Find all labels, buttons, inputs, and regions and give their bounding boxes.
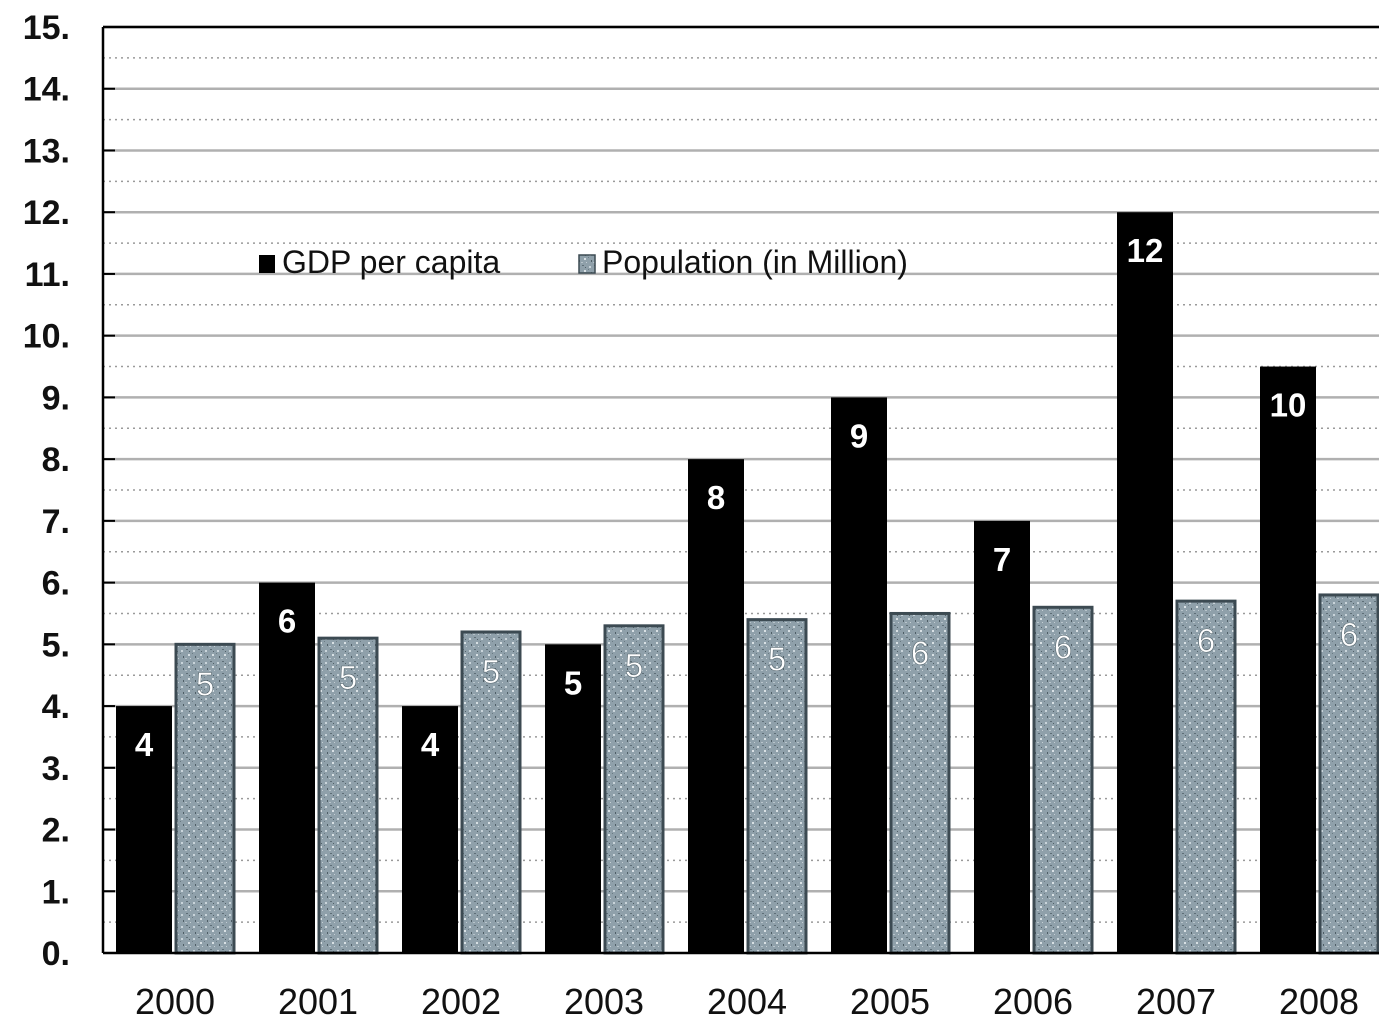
x-tick-label: 2005 [850,981,930,1019]
x-tick-label: 2006 [993,981,1073,1019]
bar-gdp [545,644,601,953]
y-tick-label: 10. [23,318,70,356]
x-tick-label: 2004 [707,981,787,1019]
legend-swatch-gdp [259,255,275,273]
x-tick-label: 2001 [278,981,358,1019]
x-tick-label: 2000 [135,981,215,1019]
legend: GDP per capita Population (in Million) [259,244,908,280]
bar-population [174,642,236,955]
data-label-gdp: 8 [707,479,725,516]
data-label-population: 5 [768,641,786,678]
bar-gdp [688,459,744,953]
bar-gdp [402,706,458,953]
data-label-gdp: 4 [421,726,440,763]
data-label-population: 5 [339,659,357,696]
y-tick-label: 0. [42,935,70,973]
bar-gdp [1117,212,1173,953]
x-tick-label: 2007 [1136,981,1216,1019]
y-tick-label: 12. [23,194,70,232]
data-label-gdp: 6 [278,603,296,640]
y-tick-label: 1. [42,873,70,911]
bar-gdp [974,520,1030,953]
bar-gdp [831,397,887,953]
legend-label-gdp: GDP per capita [282,244,500,280]
y-tick-label: 8. [42,441,70,479]
data-label-population: 5 [196,665,214,702]
bars [116,212,1379,955]
y-tick-label: 3. [42,750,70,788]
bar-population [889,611,951,955]
y-tick-label: 13. [23,132,70,170]
x-tick-label: 2008 [1279,981,1359,1019]
data-label-gdp: 12 [1127,232,1164,269]
y-tick-label: 9. [42,379,70,417]
bar-population [603,624,665,955]
data-label-gdp: 7 [993,541,1011,578]
bar-population [317,636,379,955]
data-label-gdp: 9 [850,417,868,454]
legend-label-population: Population (in Million) [602,244,908,280]
y-tick-label: 14. [23,71,70,109]
y-tick-label: 5. [42,626,70,664]
y-tick-label: 7. [42,503,70,541]
y-tick-label: 4. [42,688,70,726]
x-tick-label: 2002 [421,981,501,1019]
legend-swatch-population [578,254,596,274]
data-label-gdp: 4 [135,726,154,763]
data-label-population: 6 [1197,622,1215,659]
data-label-gdp: 5 [564,664,582,701]
bar-population [1318,593,1379,955]
bar-population [1032,605,1094,955]
data-label-gdp: 10 [1270,387,1307,424]
data-label-population: 6 [1054,628,1072,665]
data-labels: 4 5 6 5 4 5 5 5 8 5 9 6 7 6 12 6 10 6 [135,232,1359,763]
bar-gdp [259,582,315,953]
bar-gdp [1260,366,1316,953]
data-label-population: 5 [625,647,643,684]
bar-gdp [116,706,172,953]
y-tick-label: 15. [23,9,70,47]
data-label-population: 6 [911,634,929,671]
bar-population [746,618,808,955]
data-label-population: 6 [1340,616,1358,653]
y-tick-label: 6. [42,565,70,603]
x-tick-label: 2003 [564,981,644,1019]
axes: 0. 1. 2. 3. 4. 5. 6. 7. 8. 9. 10. 11. 12. 13. 14. 15. 20… [23,9,1379,1019]
y-tick-label: 11. [25,256,70,294]
y-tick-label: 2. [42,812,70,850]
data-label-population: 5 [482,653,500,690]
